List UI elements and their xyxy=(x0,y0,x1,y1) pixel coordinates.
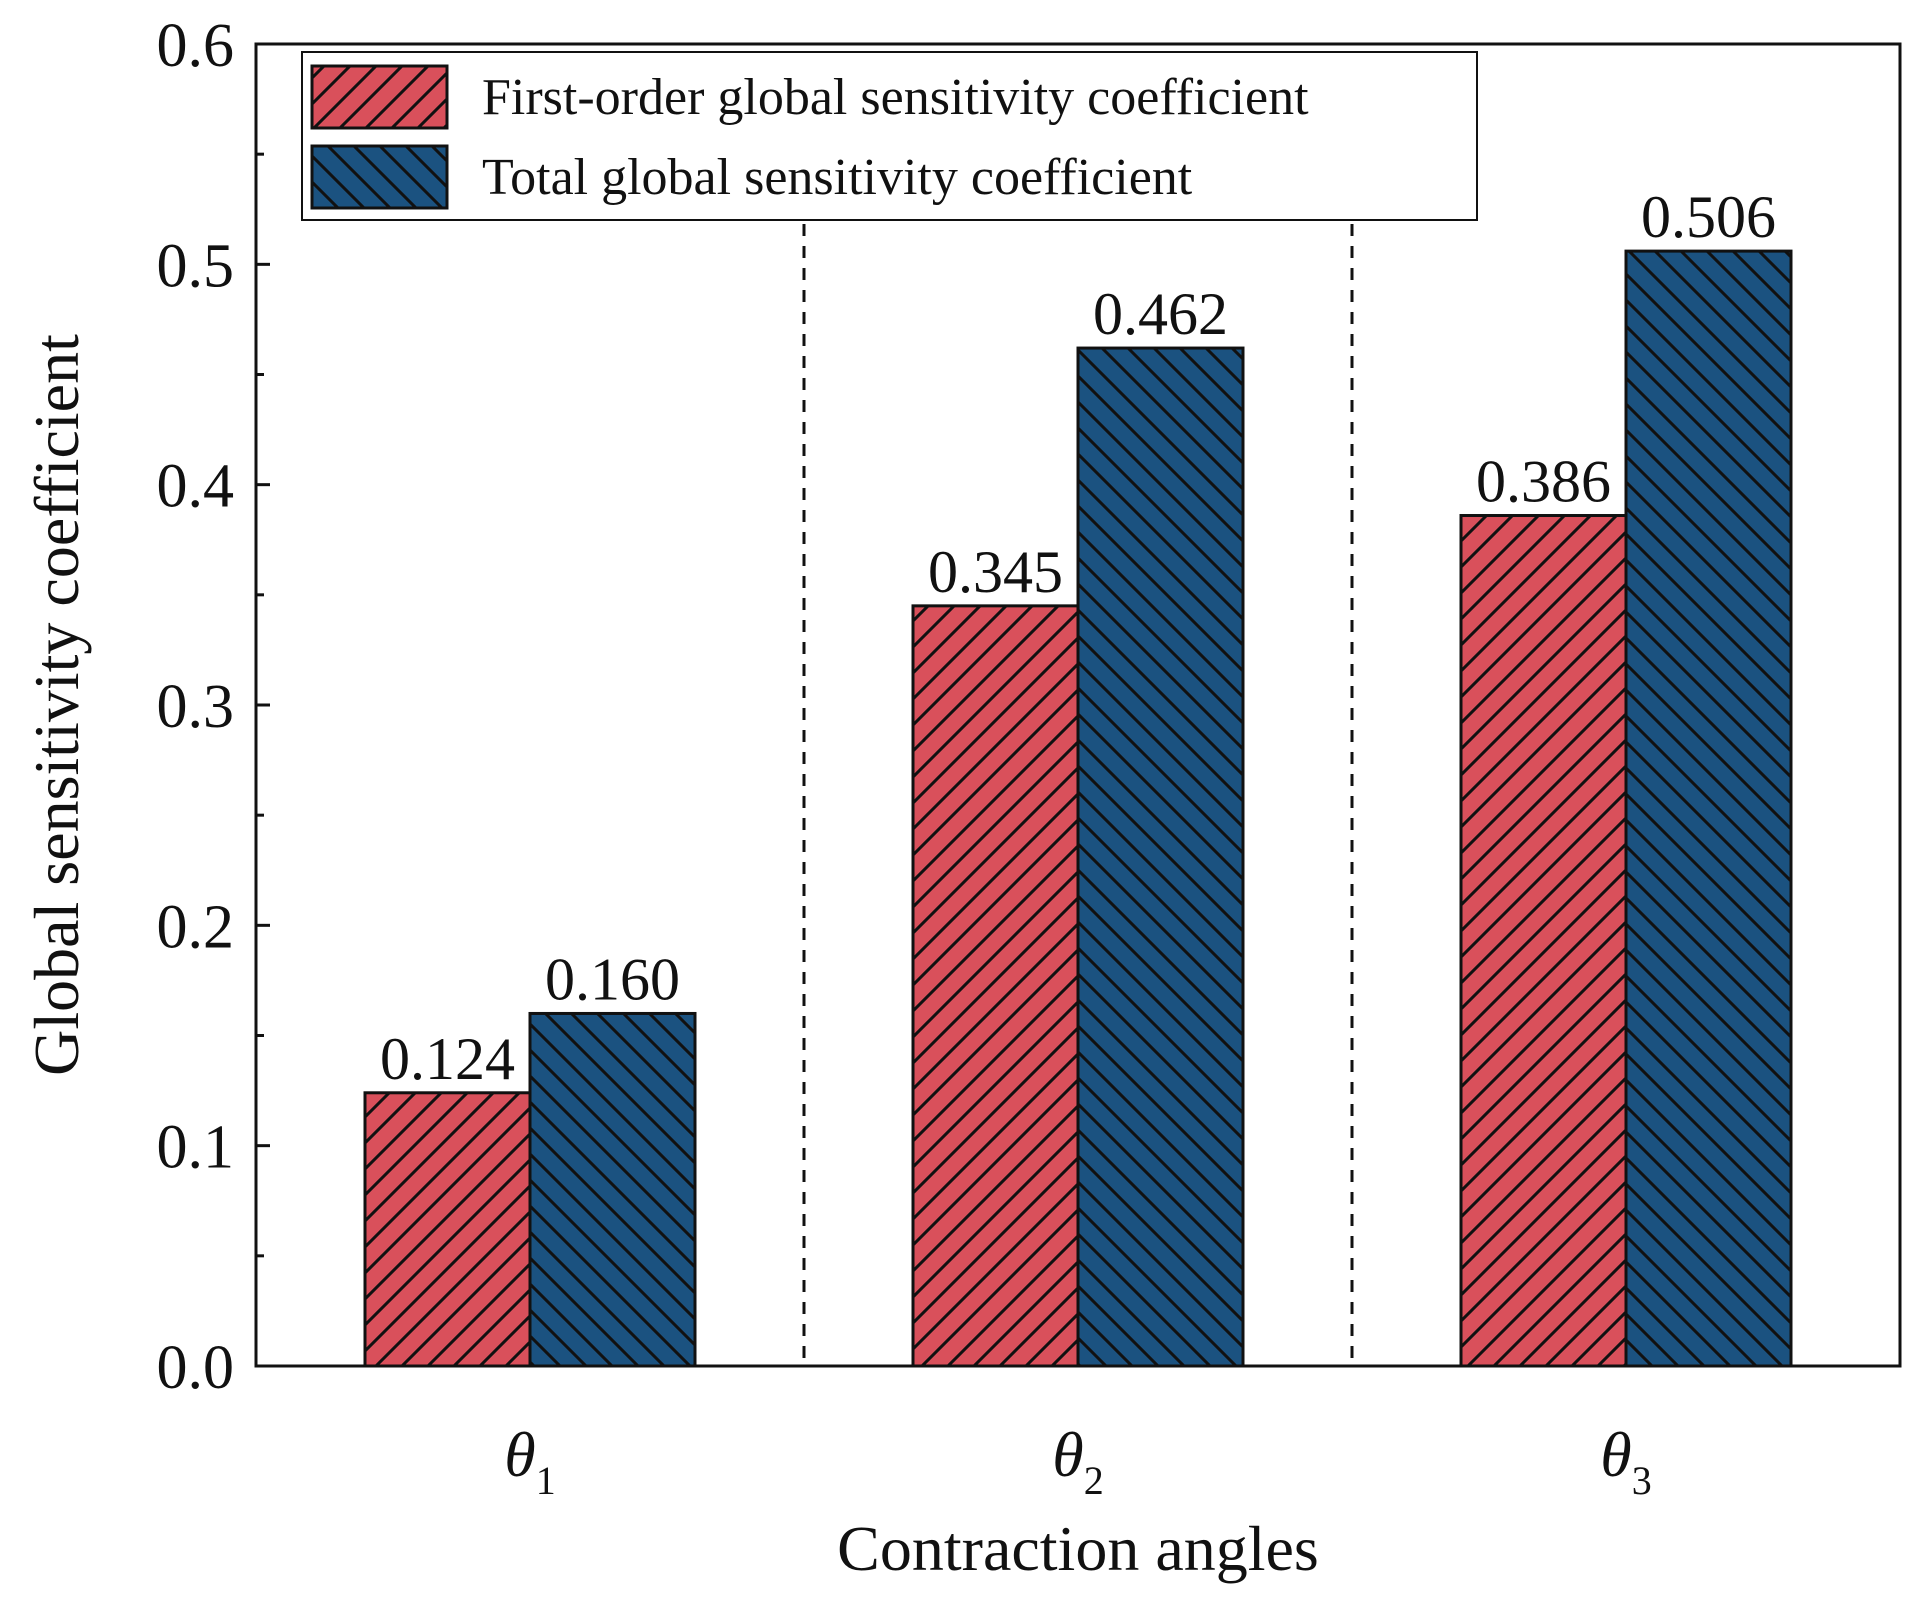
y-axis-ticks xyxy=(256,42,270,1368)
bar-data-label: 0.124 xyxy=(380,1026,515,1092)
legend: First-order global sensitivity coefficie… xyxy=(301,51,1478,221)
bar-hatch-first-order xyxy=(363,1091,532,1368)
bar-hatch-total xyxy=(1624,249,1793,1368)
group-separators xyxy=(802,224,1354,1366)
x-axis-ticks xyxy=(528,1352,1628,1366)
y-tick-label: 0.4 xyxy=(157,453,235,521)
legend-swatch-hatch xyxy=(310,64,449,130)
legend-label-total: Total global sensitivity coefficient xyxy=(482,149,1193,206)
bar-data-label: 0.386 xyxy=(1476,449,1611,515)
x-category-label: θ1 xyxy=(504,1419,555,1503)
bars-layer xyxy=(363,249,1793,1368)
y-axis-title: Global sensitivity coefficient xyxy=(21,334,92,1076)
bar-hatch-first-order xyxy=(1459,514,1628,1368)
bar-hatch-first-order xyxy=(911,604,1080,1368)
bar-data-label: 0.345 xyxy=(928,539,1063,605)
y-tick-label: 0.0 xyxy=(157,1334,235,1402)
data-labels-layer: 0.124 0.160 0.345 0.462 0.386 0.506 xyxy=(380,184,1776,1092)
bar-hatch-total xyxy=(1076,346,1245,1368)
y-tick-label: 0.1 xyxy=(157,1114,235,1182)
x-axis-title: Contraction angles xyxy=(837,1513,1319,1584)
y-tick-label: 0.2 xyxy=(157,893,235,961)
y-tick-label: 0.3 xyxy=(157,673,235,741)
legend-label-first-order: First-order global sensitivity coefficie… xyxy=(482,69,1309,126)
bar-data-label: 0.462 xyxy=(1093,281,1228,347)
legend-swatch-hatch xyxy=(310,144,449,210)
x-category-label: θ2 xyxy=(1052,1419,1103,1503)
x-category-label: θ3 xyxy=(1600,1419,1651,1503)
y-axis-tick-labels: 0.0 0.1 0.2 0.3 0.4 0.5 0.6 xyxy=(157,12,235,1402)
y-tick-label: 0.6 xyxy=(157,12,235,80)
bar-hatch-total xyxy=(528,1011,697,1368)
y-tick-label: 0.5 xyxy=(157,232,235,300)
bar-data-label: 0.160 xyxy=(545,946,680,1012)
bar-data-label: 0.506 xyxy=(1641,184,1776,250)
x-axis-category-labels: θ1 θ2 θ3 xyxy=(504,1419,1651,1503)
legend-box xyxy=(301,51,1478,221)
